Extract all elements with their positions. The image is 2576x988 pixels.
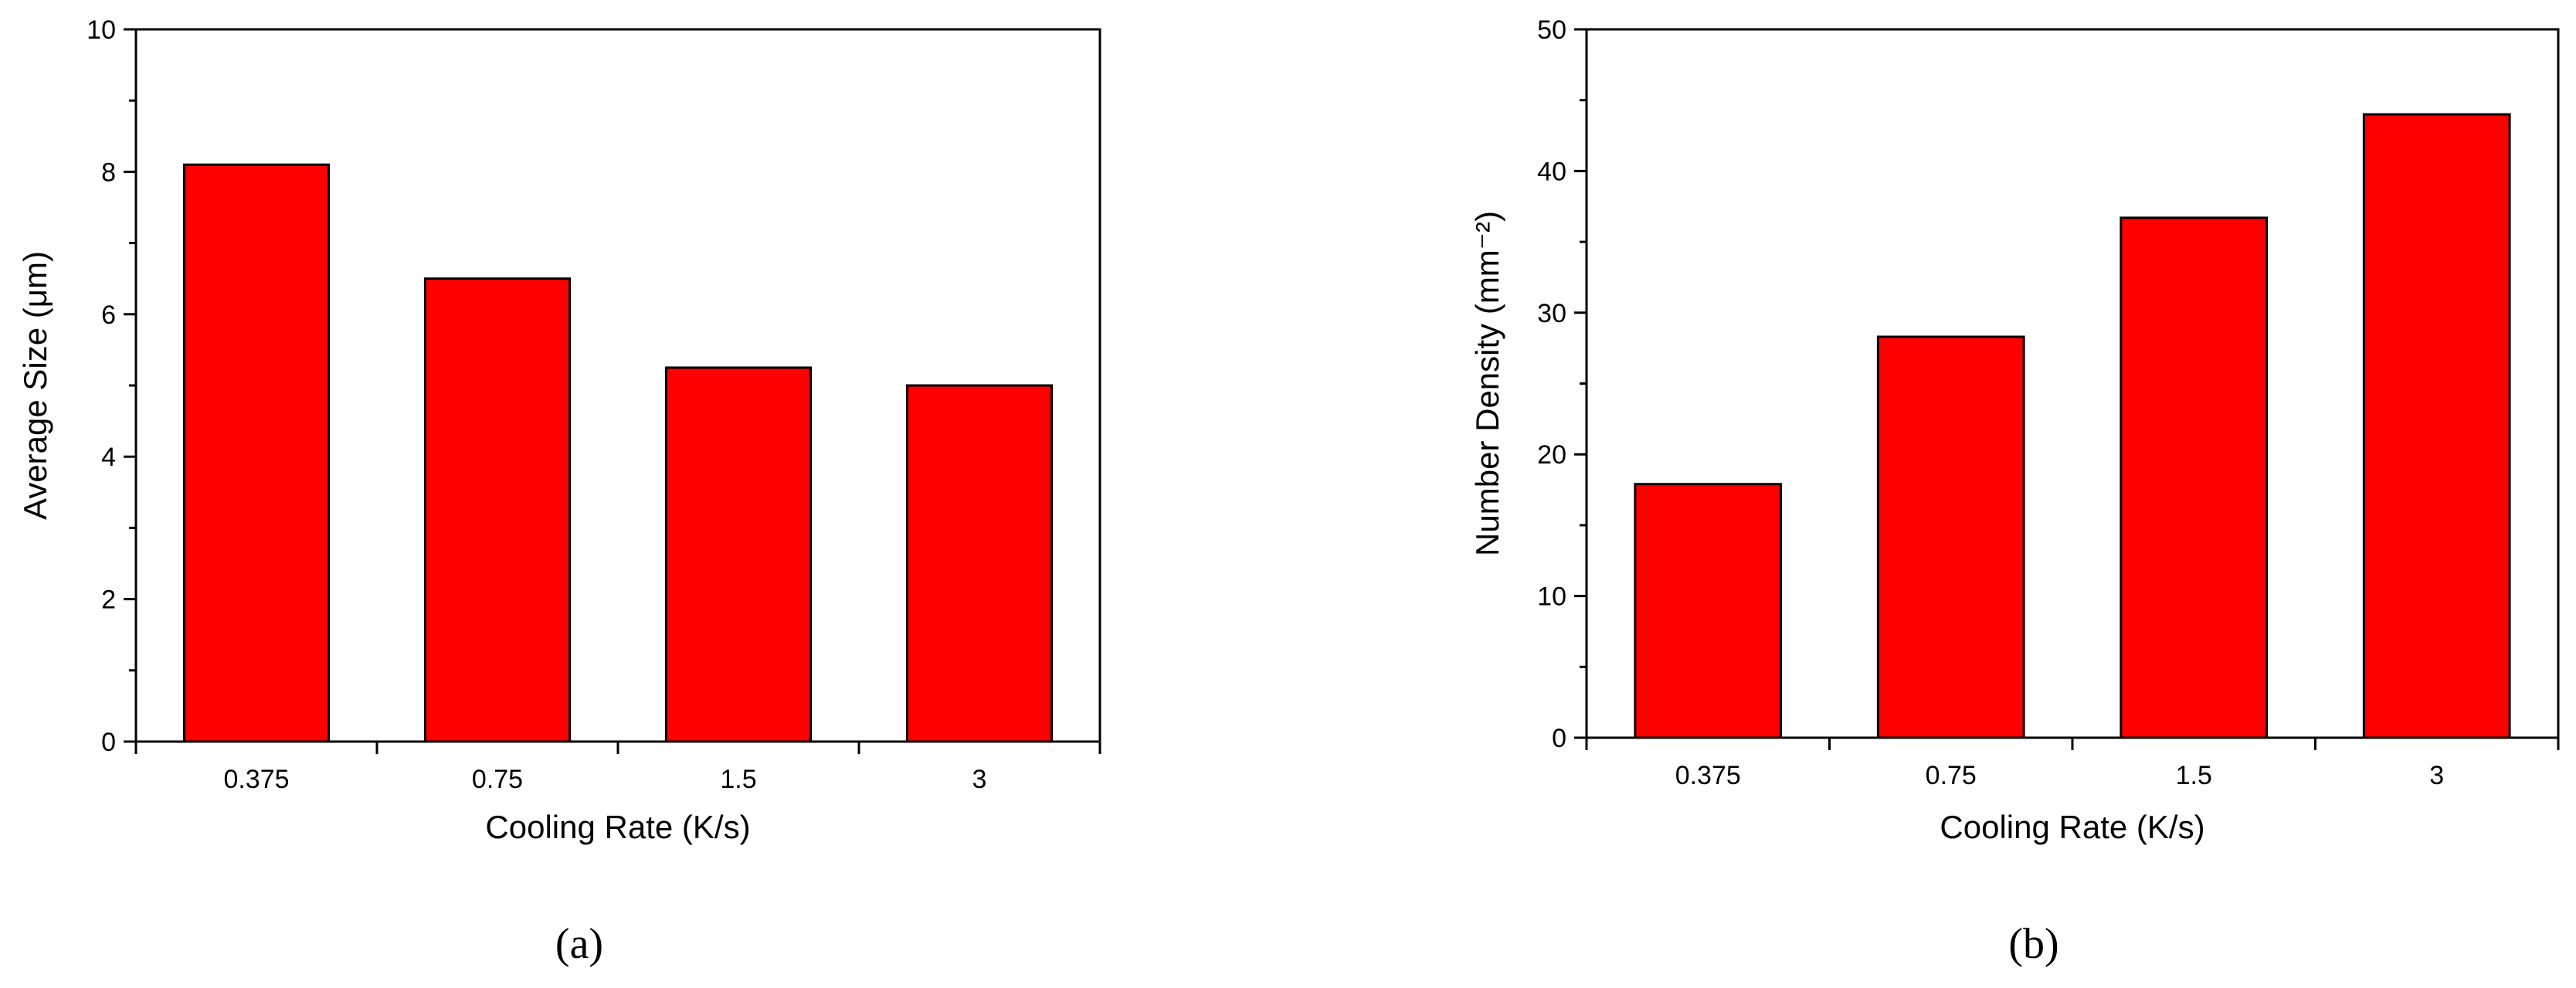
x-tick-label: 3 xyxy=(2429,761,2444,790)
y-axis: 0 10 20 30 40 50 xyxy=(1537,15,1587,753)
y-tick-label: 40 xyxy=(1537,157,1566,186)
y-tick-label: 4 xyxy=(101,443,116,472)
y-axis-title: Average Size (μm) xyxy=(17,251,53,520)
y-tick-label: 10 xyxy=(1537,582,1566,612)
y-tick-label: 8 xyxy=(101,158,116,187)
y-tick-label: 2 xyxy=(101,586,116,615)
bar-3 xyxy=(905,384,1054,743)
bar-1.5 xyxy=(2120,216,2269,739)
bar-0.375 xyxy=(1634,483,1783,739)
chart-panel-b: 0 10 20 30 40 50 0.375 0.75 1.5 3 Cooling Rate (… xyxy=(1469,15,2560,968)
bar-1.5 xyxy=(664,366,813,743)
bars-group xyxy=(182,163,1054,743)
x-tick-label: 0.75 xyxy=(472,765,523,794)
y-tick-label: 10 xyxy=(87,15,116,45)
x-tick-label: 0.75 xyxy=(1926,761,1977,790)
x-tick-label: 1.5 xyxy=(2176,761,2212,790)
x-axis-title: Cooling Rate (K/s) xyxy=(485,809,750,845)
x-axis: 0.375 0.75 1.5 3 xyxy=(134,742,1101,794)
panel-label: (a) xyxy=(555,920,603,968)
bar-3 xyxy=(2362,113,2511,739)
panel-label: (b) xyxy=(2008,920,2058,968)
y-tick-label: 20 xyxy=(1537,440,1566,470)
bars-group xyxy=(1634,113,2511,739)
y-tick-label: 50 xyxy=(1537,15,1566,45)
bar-0.375 xyxy=(182,163,331,743)
x-axis: 0.375 0.75 1.5 3 xyxy=(1585,738,2560,790)
y-tick-label: 0 xyxy=(101,728,116,757)
x-tick-label: 0.375 xyxy=(1675,761,1741,790)
x-tick-label: 0.375 xyxy=(223,765,289,794)
x-axis-title: Cooling Rate (K/s) xyxy=(1940,809,2204,845)
bar-0.75 xyxy=(1876,335,2025,739)
x-tick-label: 3 xyxy=(972,765,987,794)
y-axis: 0 2 4 6 8 10 xyxy=(87,15,136,757)
y-tick-label: 0 xyxy=(1552,724,1566,753)
x-tick-label: 1.5 xyxy=(720,765,756,794)
y-tick-label: 6 xyxy=(101,300,116,330)
y-tick-label: 30 xyxy=(1537,299,1566,328)
bar-0.75 xyxy=(423,277,572,743)
y-axis-title: Number Density (mm⁻²) xyxy=(1469,211,1505,556)
chart-panel-a: 0 2 4 6 8 10 0.375 0.75 1.5 3 Cooling Rate (K/s)… xyxy=(17,15,1101,968)
